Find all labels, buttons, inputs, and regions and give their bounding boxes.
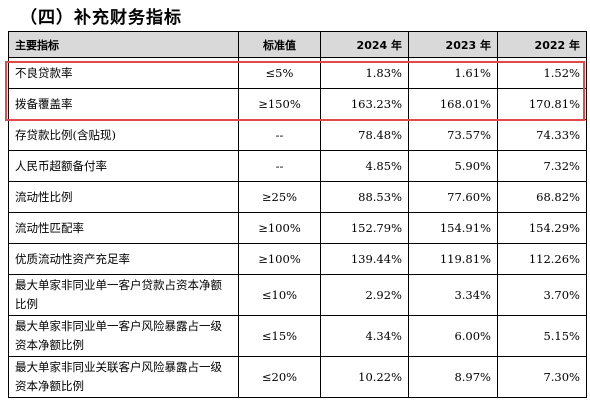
table-header-row: 主要指标 标准值 2024 年 2023 年 2022 年	[8, 31, 587, 58]
standard-value: ≥100%	[238, 212, 321, 244]
standard-value: ≤20%	[238, 356, 321, 398]
value-2022: 68.82%	[497, 181, 587, 213]
table-row: 流动性比例 ≥25% 88.53% 77.60% 68.82%	[8, 181, 587, 213]
value-2022: 170.81%	[497, 88, 587, 120]
value-2024: 4.85%	[320, 150, 409, 182]
section-heading: （四）补充财务指标	[20, 8, 182, 28]
standard-value: ≥25%	[238, 181, 321, 213]
header-2022: 2022 年	[497, 31, 587, 58]
value-2023: 6.00%	[408, 315, 498, 357]
header-2023: 2023 年	[408, 31, 498, 58]
indicator-name: 最大单家非同业单一客户风险暴露占一级资本净额比例	[8, 315, 239, 357]
value-2022: 1.52%	[497, 57, 587, 89]
table-row: 最大单家非同业单一客户风险暴露占一级资本净额比例 ≤15% 4.34% 6.00…	[8, 315, 587, 357]
value-2023: 77.60%	[408, 181, 498, 213]
table-row: 流动性匹配率 ≥100% 152.79% 154.91% 154.29%	[8, 212, 587, 244]
value-2023: 5.90%	[408, 150, 498, 182]
value-2023: 8.97%	[408, 356, 498, 398]
table-row: 优质流动性资产充足率 ≥100% 139.44% 119.81% 112.26%	[8, 243, 587, 275]
value-2024: 10.22%	[320, 356, 409, 398]
standard-value: ≥100%	[238, 243, 321, 275]
value-2024: 88.53%	[320, 181, 409, 213]
value-2022: 112.26%	[497, 243, 587, 275]
table-row: 不良贷款率 ≤5% 1.83% 1.61% 1.52%	[8, 57, 587, 89]
value-2024: 163.23%	[320, 88, 409, 120]
value-2024: 152.79%	[320, 212, 409, 244]
table-row: 存贷款比例(含贴现) -- 78.48% 73.57% 74.33%	[8, 119, 587, 151]
indicator-name: 人民币超额备付率	[8, 150, 239, 182]
value-2023: 73.57%	[408, 119, 498, 151]
value-2024: 139.44%	[320, 243, 409, 275]
value-2023: 119.81%	[408, 243, 498, 275]
indicator-name: 最大单家非同业关联客户风险暴露占一级资本净额比例	[8, 356, 239, 398]
value-2023: 168.01%	[408, 88, 498, 120]
value-2022: 7.30%	[497, 356, 587, 398]
value-2024: 4.34%	[320, 315, 409, 357]
header-indicator: 主要指标	[8, 31, 239, 58]
value-2023: 154.91%	[408, 212, 498, 244]
standard-value: ≥150%	[238, 88, 321, 120]
indicator-name: 流动性匹配率	[8, 212, 239, 244]
header-standard: 标准值	[238, 31, 321, 58]
standard-value: ≤10%	[238, 274, 321, 316]
value-2024: 78.48%	[320, 119, 409, 151]
standard-value: ≤5%	[238, 57, 321, 89]
indicator-name: 优质流动性资产充足率	[8, 243, 239, 275]
header-2024: 2024 年	[320, 31, 409, 58]
table-row: 人民币超额备付率 -- 4.85% 5.90% 7.32%	[8, 150, 587, 182]
indicator-name: 拨备覆盖率	[8, 88, 239, 120]
standard-value: --	[238, 150, 321, 182]
standard-value: ≤15%	[238, 315, 321, 357]
indicator-name: 不良贷款率	[8, 57, 239, 89]
value-2023: 1.61%	[408, 57, 498, 89]
indicator-name: 最大单家非同业单一客户贷款占资本净额比例	[8, 274, 239, 316]
value-2023: 3.34%	[408, 274, 498, 316]
value-2022: 74.33%	[497, 119, 587, 151]
value-2024: 2.92%	[320, 274, 409, 316]
table-row: 最大单家非同业单一客户贷款占资本净额比例 ≤10% 2.92% 3.34% 3.…	[8, 274, 587, 316]
indicator-name: 流动性比例	[8, 181, 239, 213]
table-row: 拨备覆盖率 ≥150% 163.23% 168.01% 170.81%	[8, 88, 587, 120]
indicator-name: 存贷款比例(含贴现)	[8, 119, 239, 151]
value-2022: 154.29%	[497, 212, 587, 244]
value-2022: 5.15%	[497, 315, 587, 357]
value-2022: 7.32%	[497, 150, 587, 182]
financial-indicators-table: 主要指标 标准值 2024 年 2023 年 2022 年 不良贷款率 ≤5% …	[8, 31, 587, 398]
standard-value: --	[238, 119, 321, 151]
value-2024: 1.83%	[320, 57, 409, 89]
value-2022: 3.70%	[497, 274, 587, 316]
table-row: 最大单家非同业关联客户风险暴露占一级资本净额比例 ≤20% 10.22% 8.9…	[8, 356, 587, 398]
